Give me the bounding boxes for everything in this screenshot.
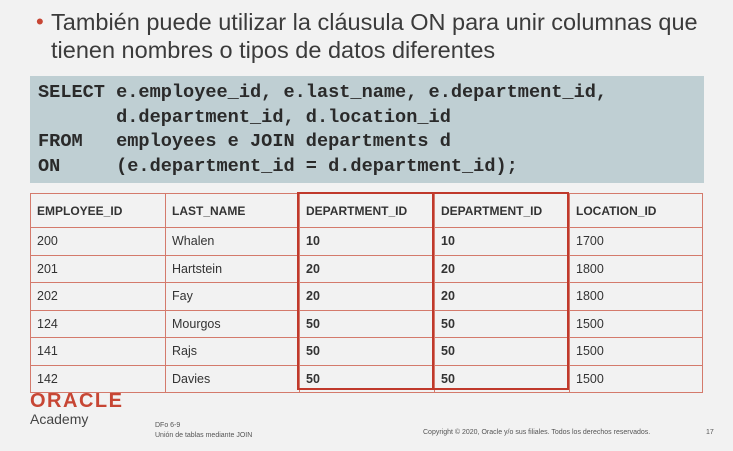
table-cell: 1500	[569, 309, 703, 338]
table-cell: Rajs	[165, 337, 300, 366]
bullet-point: • También puede utilizar la cláusula ON …	[36, 8, 726, 64]
table-cell: 50	[299, 309, 435, 338]
academy-label: Academy	[30, 411, 89, 427]
page-number: 17	[706, 429, 714, 436]
table-cell: 142	[30, 364, 166, 393]
code-line: FROM employees e JOIN departments d	[38, 131, 451, 152]
result-table: EMPLOYEE_ID LAST_NAME DEPARTMENT_ID DEPA…	[30, 193, 703, 393]
table-cell: 201	[30, 254, 166, 283]
table-cell: 20	[299, 254, 435, 283]
table-cell: Fay	[165, 282, 300, 311]
copyright-text: Copyright © 2020, Oracle y/o sus filiale…	[423, 429, 651, 436]
table-cell: 50	[299, 364, 435, 393]
column-header: DEPARTMENT_ID	[434, 193, 570, 228]
table-cell: 10	[299, 227, 435, 256]
code-line: SELECT e.employee_id, e.last_name, e.dep…	[38, 82, 608, 103]
table-row: 142 Davies 50 50 1500	[30, 364, 703, 393]
table-cell: 20	[299, 282, 435, 311]
table-cell: 50	[434, 309, 570, 338]
table-header-row: EMPLOYEE_ID LAST_NAME DEPARTMENT_ID DEPA…	[30, 193, 703, 228]
code-line: d.department_id, d.location_id	[38, 106, 451, 128]
table-cell: Davies	[165, 364, 300, 393]
table-cell: 1800	[569, 282, 703, 311]
table-cell: 1500	[569, 364, 703, 393]
table-cell: 1800	[569, 254, 703, 283]
table-row: 202 Fay 20 20 1800	[30, 282, 703, 311]
table-cell: 124	[30, 309, 166, 338]
oracle-logo: ORACLE	[30, 390, 124, 412]
course-info: DFo 6-9 Unión de tablas mediante JOIN	[155, 421, 252, 441]
bullet-dot-icon: •	[36, 9, 44, 34]
table-cell: 50	[434, 364, 570, 393]
course-title: Unión de tablas mediante JOIN	[155, 432, 253, 439]
sql-code-block: SELECT e.employee_id, e.last_name, e.dep…	[30, 76, 704, 183]
column-header: LAST_NAME	[165, 193, 300, 228]
table-row: 200 Whalen 10 10 1700	[30, 227, 703, 256]
table-cell: 202	[30, 282, 166, 311]
table-cell: Whalen	[165, 227, 300, 256]
table-cell: 1500	[569, 337, 703, 366]
table-cell: Hartstein	[165, 254, 300, 283]
table-row: 201 Hartstein 20 20 1800	[30, 254, 703, 283]
table-row: 124 Mourgos 50 50 1500	[30, 309, 703, 338]
table-cell: Mourgos	[165, 309, 300, 338]
bullet-text: También puede utilizar la cláusula ON pa…	[51, 9, 698, 63]
table-cell: 20	[434, 254, 570, 283]
table-cell: 200	[30, 227, 166, 256]
table-cell: 1700	[569, 227, 703, 256]
column-header: LOCATION_ID	[569, 193, 703, 228]
course-code: DFo 6-9	[155, 422, 181, 429]
table-cell: 141	[30, 337, 166, 366]
column-header: EMPLOYEE_ID	[30, 193, 166, 228]
column-header: DEPARTMENT_ID	[299, 193, 435, 228]
code-line: ON (e.department_id = d.department_id);	[38, 155, 518, 177]
table-row: 141 Rajs 50 50 1500	[30, 337, 703, 366]
table-cell: 10	[434, 227, 570, 256]
table-cell: 50	[434, 337, 570, 366]
table-cell: 20	[434, 282, 570, 311]
table-cell: 50	[299, 337, 435, 366]
